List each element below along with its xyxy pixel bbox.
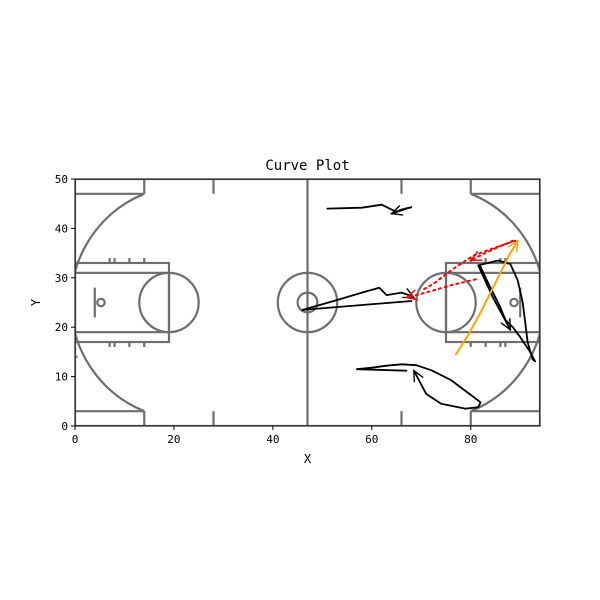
y-tick-label: 0: [61, 420, 68, 433]
chart-title: Curve Plot: [265, 158, 349, 174]
series-curve-10: [454, 239, 519, 356]
right-lane-inner: [444, 271, 540, 334]
left-three-point-arc: [75, 192, 145, 413]
right-three-point-arc: [470, 192, 540, 413]
axis-ticks: 0 20 40 60 80 0 10 20 30 40 50: [55, 173, 478, 446]
series-curve-4: [356, 363, 482, 410]
series-curve-7: [469, 239, 514, 262]
center-circle-inner: [296, 291, 319, 314]
series-curve-5: [356, 368, 408, 372]
series-curve-1: [326, 203, 413, 215]
right-hoop: [509, 297, 519, 308]
series-arrowhead-8: [404, 289, 418, 301]
x-tick-label: 20: [167, 433, 180, 446]
right-free-throw-circle: [415, 271, 477, 334]
series-group: [301, 203, 536, 410]
series-arrowhead-1: [390, 205, 404, 216]
left-lane-outer: [75, 261, 171, 344]
left-lane-inner: [75, 271, 171, 334]
y-tick-label: 20: [55, 321, 68, 334]
left-free-throw-circle: [138, 271, 200, 334]
basketball-court: [75, 179, 540, 426]
series-curve-8: [405, 278, 477, 299]
series-arrowhead-10: [507, 239, 519, 253]
y-tick-label: 30: [55, 272, 68, 285]
x-tick-label: 80: [464, 433, 477, 446]
y-tick-label: 50: [55, 173, 68, 186]
series-curve-6: [477, 259, 536, 363]
series-curve-2: [301, 286, 415, 311]
center-circle: [276, 271, 339, 334]
x-tick-label: 40: [266, 433, 279, 446]
y-tick-label: 10: [55, 371, 68, 384]
left-hoop: [96, 297, 106, 308]
series-curve-3: [301, 300, 413, 311]
y-tick-label: 40: [55, 222, 68, 235]
y-axis-label: Y: [29, 298, 43, 306]
x-tick-label: 60: [365, 433, 378, 446]
x-tick-label: 0: [72, 433, 79, 446]
series-curve-9: [422, 239, 517, 291]
series-arrowhead-4: [413, 369, 424, 383]
series-arrowhead-6: [500, 317, 512, 332]
plot-frame: [74, 178, 541, 427]
x-axis-label: X: [304, 452, 312, 466]
